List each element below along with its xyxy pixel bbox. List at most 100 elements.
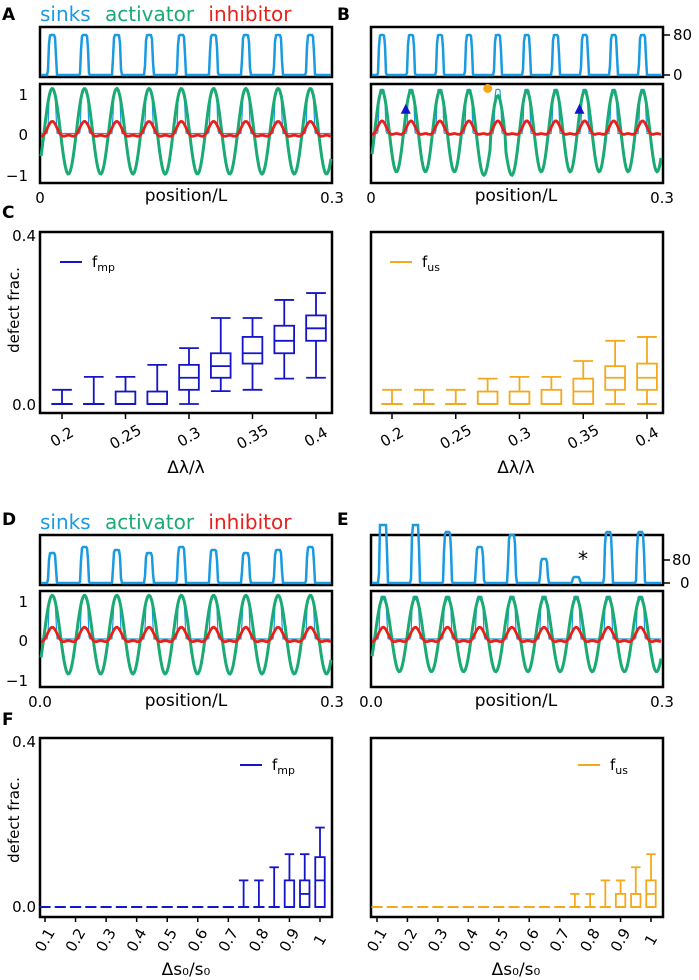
box-5 bbox=[210, 317, 232, 393]
panel-letter-D: D bbox=[2, 510, 16, 530]
box-15 bbox=[268, 866, 280, 908]
profile-panel-E: 80 0 0.0 0.3 position/L * bbox=[359, 523, 691, 711]
box-6 bbox=[241, 317, 264, 391]
box-8 bbox=[305, 292, 327, 379]
xtick-label: 0.25 bbox=[437, 421, 475, 453]
inhibitor-line bbox=[40, 625, 332, 644]
xtick-label: 0.35 bbox=[564, 421, 602, 453]
xlabel: position/L bbox=[475, 186, 558, 206]
legend-inhibitor-label: inhibitor bbox=[208, 2, 292, 26]
xtick-label: 0.9 bbox=[276, 925, 304, 955]
legend-label: fus bbox=[610, 756, 628, 777]
box-1 bbox=[83, 376, 105, 405]
xtick-label: 0.2 bbox=[47, 423, 77, 451]
box-16 bbox=[283, 853, 296, 908]
xtick-label: 0.6 bbox=[184, 925, 212, 955]
box-4 bbox=[178, 347, 200, 405]
xtick-label: 0.3 bbox=[92, 925, 120, 955]
box-8 bbox=[636, 336, 658, 405]
legend-top: sinks activator inhibitor bbox=[40, 2, 292, 26]
xlabel-C-left: Δλ/λ bbox=[167, 458, 204, 478]
boxplot-F-right: 0.1 0.2 0.3 0.4 0.5 0.6 0.7 0.8 0.9 1 fus bbox=[363, 756, 661, 955]
xtick-label: 0.4 bbox=[632, 423, 662, 451]
xlabel-F-right: Δs₀/s₀ bbox=[492, 960, 541, 980]
xtick-0.0: 0.0 bbox=[28, 693, 52, 711]
xtick-0.3: 0.3 bbox=[650, 189, 674, 207]
profile-plot-A bbox=[39, 33, 333, 176]
legend-activator-label: activator bbox=[105, 2, 195, 26]
xtick-label: 0.8 bbox=[576, 925, 604, 955]
legend-mp: fmp bbox=[240, 756, 295, 777]
ytick-F-0.4: 0.4 bbox=[12, 733, 36, 751]
legend-us: fus bbox=[578, 756, 628, 777]
xtick-label: 0.7 bbox=[215, 925, 243, 955]
inhibitor-line bbox=[371, 625, 662, 644]
boxplot-frame-C-left bbox=[38, 230, 334, 415]
box-iqr bbox=[636, 362, 658, 391]
box-2 bbox=[114, 376, 137, 405]
circle-marker bbox=[483, 84, 493, 93]
panel-letter-E: E bbox=[337, 510, 349, 530]
sink-frame bbox=[38, 25, 334, 79]
box-0 bbox=[51, 388, 73, 405]
box-iqr bbox=[241, 336, 264, 365]
xtick-label: 0.2 bbox=[394, 925, 422, 955]
box-14 bbox=[253, 879, 265, 908]
xtick-label: 0.9 bbox=[607, 925, 635, 955]
sink-tick-0: 0 bbox=[673, 66, 683, 84]
profile-frame bbox=[369, 589, 665, 689]
activator-line bbox=[370, 595, 663, 674]
box-iqr bbox=[146, 390, 168, 405]
xtick-label: 0.3 bbox=[174, 423, 204, 451]
profile-panel-A: 1 0 −1 0 0.3 position/L bbox=[6, 25, 344, 207]
box-iqr bbox=[476, 390, 499, 405]
xlabel: position/L bbox=[475, 691, 558, 711]
legend-label: fus bbox=[422, 253, 440, 274]
sink-tick-80: 80 bbox=[672, 551, 691, 569]
box-iqr bbox=[283, 879, 296, 908]
sink-tick-80: 80 bbox=[673, 26, 692, 44]
ytick-minus1: −1 bbox=[6, 167, 28, 185]
legend-sinks-label: sinks bbox=[40, 2, 91, 26]
triangle-marker bbox=[400, 103, 411, 114]
inhibitor-line bbox=[371, 119, 662, 136]
profile-frame bbox=[38, 82, 334, 185]
sinks-line bbox=[372, 33, 661, 77]
profile-plot-B bbox=[370, 33, 663, 178]
legend-activator-label: activator bbox=[105, 510, 195, 534]
xtick-label: 0.2 bbox=[62, 925, 90, 955]
xtick-0.3: 0.3 bbox=[320, 189, 344, 207]
panel-letter-F: F bbox=[2, 710, 14, 730]
xtick-label: 0.4 bbox=[455, 925, 483, 955]
xlabel: position/L bbox=[145, 186, 228, 206]
legend-label: fmp bbox=[92, 253, 115, 274]
xtick-label: 0.2 bbox=[377, 423, 407, 451]
box-5 bbox=[540, 376, 563, 405]
ytick-minus1: −1 bbox=[6, 672, 28, 690]
box-17 bbox=[630, 866, 642, 908]
box-iqr bbox=[314, 856, 326, 908]
boxplot-C-left: 0.2 0.25 0.3 0.35 0.4 fmp bbox=[47, 253, 331, 453]
panel-letter-A: A bbox=[2, 5, 16, 25]
profile-plot-E bbox=[370, 523, 663, 674]
xlabel: position/L bbox=[145, 691, 228, 711]
legend-label: fmp bbox=[272, 756, 295, 777]
ylabel-C: defect frac. bbox=[5, 267, 23, 353]
box-6 bbox=[572, 360, 595, 405]
boxplot-frame-F-right bbox=[369, 736, 665, 919]
ytick-1: 1 bbox=[18, 593, 28, 611]
legend-mp: fmp bbox=[60, 253, 115, 274]
ytick-F-0.0: 0.0 bbox=[12, 898, 36, 916]
activator-line bbox=[370, 88, 663, 178]
legend-sinks-label: sinks bbox=[40, 510, 91, 534]
xtick-0.3: 0.3 bbox=[650, 693, 674, 711]
sinks-line bbox=[41, 545, 331, 585]
profile-frame bbox=[38, 589, 334, 689]
star-annotation: * bbox=[578, 547, 588, 571]
profile-frame bbox=[369, 82, 665, 185]
sink-tick-0: 0 bbox=[680, 574, 690, 592]
ytick-1: 1 bbox=[18, 86, 28, 104]
profile-panel-D: 1 0 −1 0.0 0.3 position/L bbox=[6, 533, 344, 711]
box-18 bbox=[645, 853, 657, 908]
box-0 bbox=[381, 388, 403, 405]
